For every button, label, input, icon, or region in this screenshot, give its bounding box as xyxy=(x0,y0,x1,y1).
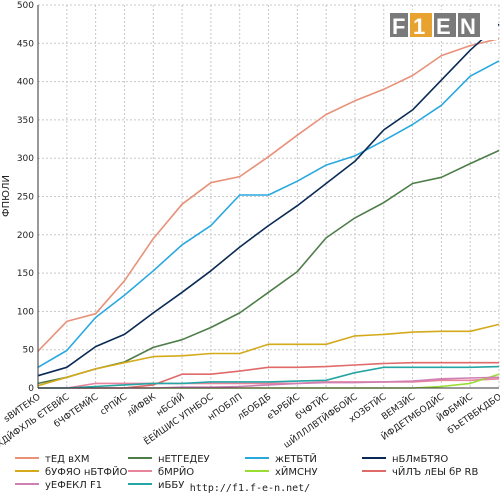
svg-text:1: 1 xyxy=(413,14,425,39)
series-line xyxy=(37,23,500,377)
y-axis-label: ФПЮЛИ xyxy=(1,175,12,217)
y-tick-label: 400 xyxy=(17,78,34,88)
legend-label: бМРЙО xyxy=(158,465,194,478)
y-tick-label: 300 xyxy=(17,154,34,164)
grid-layer xyxy=(37,4,500,389)
legend: тЕД вХМ нЕТГЕДЕУ жЕТБТЙ нБЛмБТЯО бУФЯО нБТФЙ… xyxy=(15,452,478,491)
svg-text:N: N xyxy=(460,14,476,39)
x-tick-label: сРПЙС xyxy=(98,391,130,418)
footer-url[interactable]: http://f1.f-e-n.net/ xyxy=(189,483,311,494)
y-tick-label: 150 xyxy=(17,269,34,279)
series-line xyxy=(38,378,500,389)
legend-label: чЙЛЪ лЕЫ бР RB xyxy=(392,465,478,478)
x-tick-label: лЙФВК xyxy=(124,390,158,419)
series-line xyxy=(37,37,500,352)
legend-label: нЕТГЕДЕУ xyxy=(158,454,210,465)
y-tick-label: 50 xyxy=(23,346,35,356)
legend-label: тЕД вХМ xyxy=(45,454,90,465)
series-line xyxy=(37,60,500,368)
legend-label: нБЛмБТЯО xyxy=(392,454,448,465)
legend-label: уЕФЕКЛ F1 xyxy=(45,480,102,491)
series-line xyxy=(37,323,500,387)
series-line xyxy=(38,365,500,389)
legend-label: иББУ xyxy=(158,480,184,491)
y-tick-label: 350 xyxy=(17,116,34,126)
svg-text:F: F xyxy=(392,14,405,39)
svg-text:E: E xyxy=(436,14,451,39)
y-tick-label: 450 xyxy=(17,39,34,49)
legend-label: хЙМСНУ xyxy=(275,465,318,478)
y-tick-label: 250 xyxy=(17,193,34,203)
y-tick-label: 200 xyxy=(17,231,34,241)
y-tick-label: 0 xyxy=(28,384,34,394)
y-tick-label: 500 xyxy=(17,1,34,11)
y-tick-label: 100 xyxy=(17,307,34,317)
f1en-logo: F 1 E N xyxy=(388,10,498,40)
legend-label: бУФЯО нБТФЙО xyxy=(45,465,127,478)
legend-label: жЕТБТЙ xyxy=(275,452,317,465)
